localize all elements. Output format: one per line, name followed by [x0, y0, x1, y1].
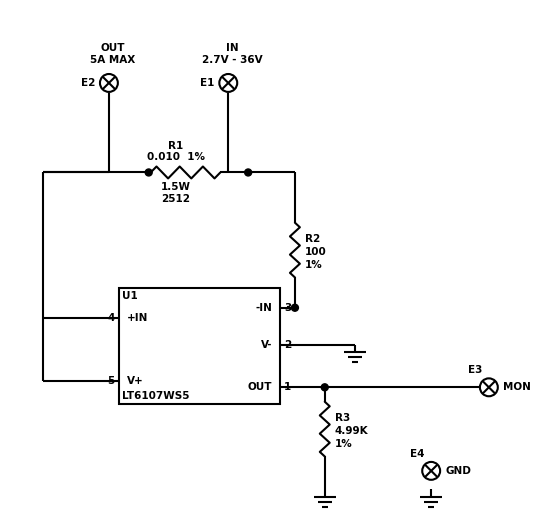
Circle shape: [480, 378, 498, 396]
Text: U1: U1: [122, 291, 138, 301]
Text: 1.5W: 1.5W: [161, 182, 191, 192]
Text: 5: 5: [108, 377, 115, 386]
Text: E4: E4: [410, 449, 425, 459]
Text: 4: 4: [108, 313, 115, 323]
Text: 2.7V - 36V: 2.7V - 36V: [202, 55, 263, 65]
Text: R3: R3: [335, 413, 350, 423]
Text: E2: E2: [80, 78, 95, 88]
Circle shape: [291, 304, 299, 311]
Circle shape: [100, 74, 118, 92]
Text: 5A MAX: 5A MAX: [90, 55, 136, 65]
Bar: [119, 288, 280, 404]
Text: E3: E3: [468, 365, 482, 376]
Circle shape: [245, 169, 252, 176]
Text: MON: MON: [503, 382, 531, 392]
Text: 2512: 2512: [161, 194, 190, 204]
Text: 1%: 1%: [335, 439, 353, 449]
Text: LT6107WS5: LT6107WS5: [122, 391, 189, 401]
Text: V+: V+: [127, 377, 143, 386]
Text: 4.99K: 4.99K: [335, 426, 368, 436]
Text: OUT: OUT: [248, 382, 272, 392]
Text: 3: 3: [284, 303, 291, 313]
Text: GND: GND: [445, 466, 471, 476]
Text: IN: IN: [226, 43, 239, 53]
Text: 1%: 1%: [305, 260, 323, 270]
Circle shape: [321, 384, 328, 391]
Text: OUT: OUT: [100, 43, 125, 53]
Text: R1: R1: [168, 140, 183, 151]
Text: +IN: +IN: [127, 313, 148, 323]
Text: V-: V-: [261, 339, 272, 350]
Text: 100: 100: [305, 247, 326, 257]
Text: E1: E1: [200, 78, 214, 88]
Text: 0.010  1%: 0.010 1%: [147, 152, 205, 162]
Text: -IN: -IN: [255, 303, 272, 313]
Text: 2: 2: [284, 339, 291, 350]
Text: 1: 1: [284, 382, 291, 392]
Text: R2: R2: [305, 234, 320, 244]
Circle shape: [219, 74, 237, 92]
Circle shape: [422, 462, 440, 480]
Circle shape: [145, 169, 152, 176]
